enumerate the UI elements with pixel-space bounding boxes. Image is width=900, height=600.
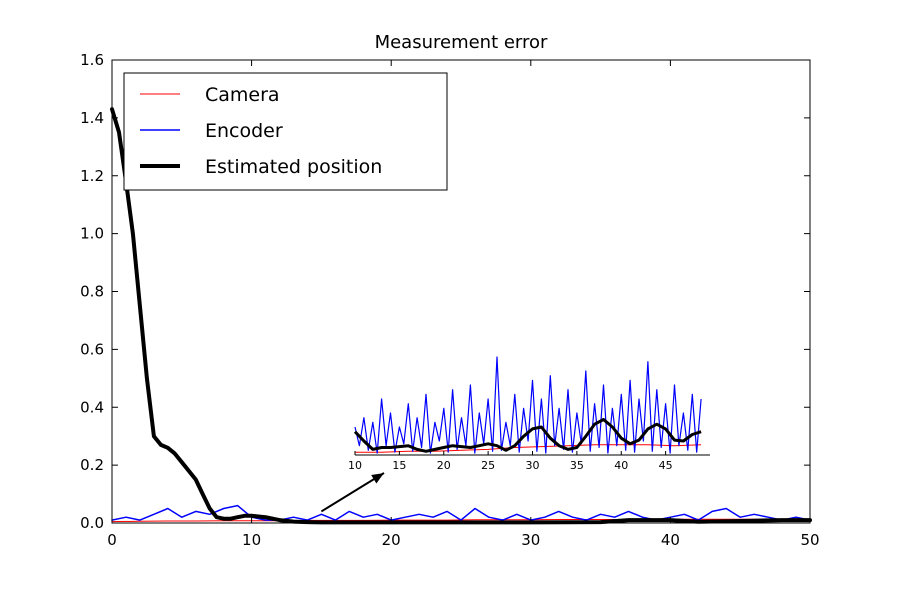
y-tick-label: 0.4 (80, 398, 104, 416)
inset-series-line-encoder (354, 356, 702, 454)
inset-x-tick-label: 20 (437, 459, 451, 472)
inset-background (355, 343, 710, 455)
inset-x-tick-label: 45 (659, 459, 673, 472)
series-line-encoder (111, 504, 811, 521)
x-tick-label: 30 (521, 531, 540, 549)
y-tick-label: 0.0 (80, 514, 104, 532)
zoom-arrow (320, 472, 385, 513)
legend-label: Camera (205, 84, 280, 106)
arrow-head (371, 473, 384, 484)
legend-label: Estimated position (205, 156, 382, 178)
inset-x-tick-label: 25 (481, 459, 495, 472)
inset-x-tick-label: 10 (348, 459, 362, 472)
arrow-shaft (320, 472, 385, 513)
y-tick-label: 0.2 (80, 456, 104, 474)
inset-chart: 10 15 20 25 30 35 40 45 (348, 343, 710, 472)
y-tick-label: 1.0 (80, 225, 104, 243)
x-tick-label: 50 (800, 531, 819, 549)
chart-title: Measurement error (375, 32, 548, 53)
y-tick-label: 0.6 (80, 340, 104, 358)
inset-x-tick-label: 40 (614, 459, 628, 472)
x-tick-label: 20 (382, 531, 401, 549)
x-tick-label: 0 (107, 531, 117, 549)
inset-series-line-estimated-position (353, 418, 702, 453)
inset-x-tick-label: 30 (526, 459, 540, 472)
main-series-group (110, 107, 812, 525)
axes-group: 0 10 20 30 40 50 0.0 0.2 0.4 0.6 0.8 1.0 1.2 1.4 1.6 (80, 51, 819, 549)
y-tick-label: 1.6 (80, 51, 104, 69)
inset-x-tick-label: 35 (570, 459, 584, 472)
legend-label: Encoder (205, 120, 283, 142)
inset-x-tick-label: 15 (392, 459, 406, 472)
y-tick-label: 0.8 (80, 283, 104, 301)
legend: Camera Encoder Estimated position (123, 72, 448, 191)
y-tick-label: 1.4 (80, 109, 104, 127)
legend-box (123, 72, 448, 191)
series-line-estimated-position (110, 107, 812, 525)
x-tick-label: 40 (661, 531, 680, 549)
y-tick-label: 1.2 (80, 167, 104, 185)
x-tick-label: 10 (242, 531, 261, 549)
